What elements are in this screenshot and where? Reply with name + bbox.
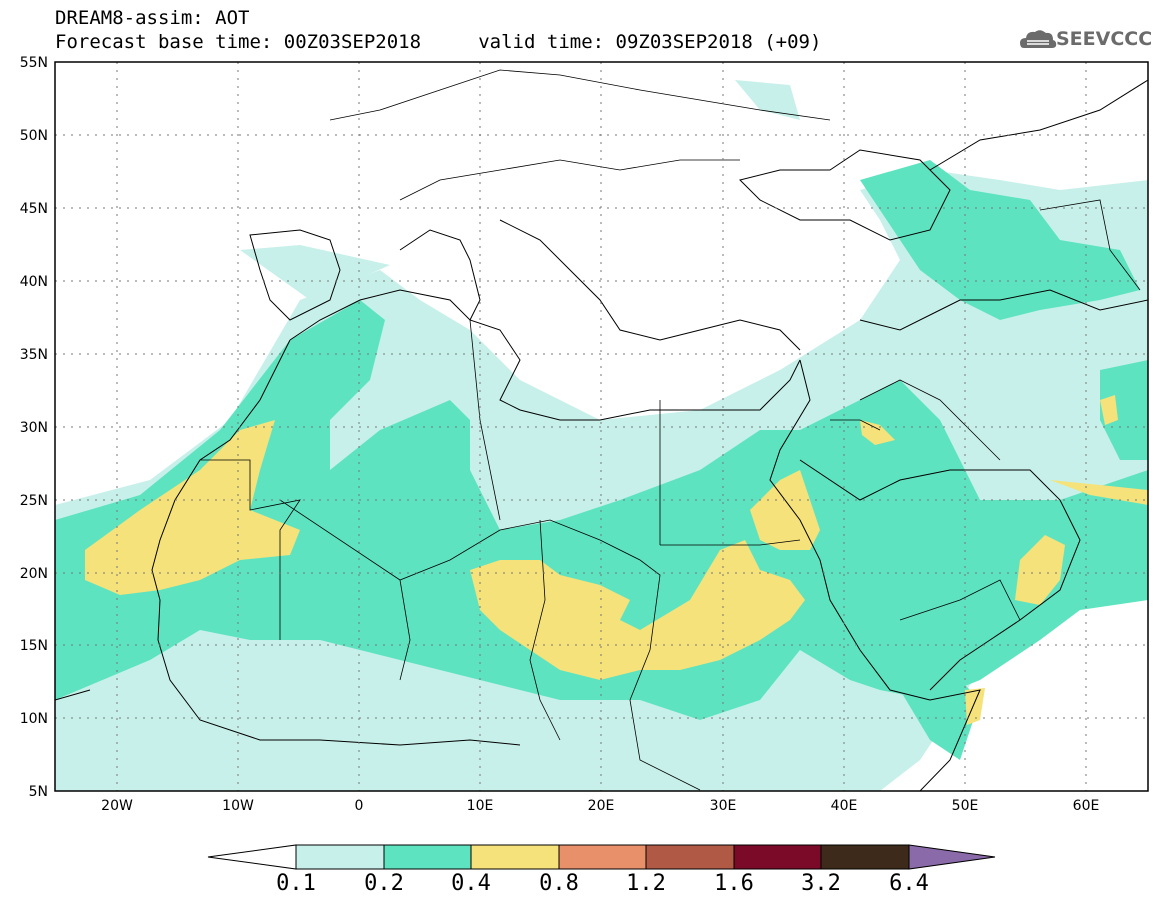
lat-label: 50N bbox=[20, 128, 48, 144]
lon-label: 20W bbox=[101, 798, 133, 814]
lat-label: 10N bbox=[20, 711, 48, 727]
colorbar-label: 6.4 bbox=[889, 871, 929, 896]
colorbar-swatch bbox=[383, 844, 472, 870]
colorbar-swatch bbox=[645, 844, 735, 870]
lon-label: 40E bbox=[831, 798, 858, 814]
lat-label: 30N bbox=[20, 420, 48, 436]
logo-text: SEEVCCC bbox=[1056, 28, 1153, 50]
colorbar-high-arrow bbox=[908, 844, 996, 870]
lon-label: 50E bbox=[952, 798, 979, 814]
colorbar bbox=[207, 844, 996, 870]
forecast-times: Forecast base time: 00Z03SEP2018 valid t… bbox=[55, 31, 822, 53]
lon-label: 10W bbox=[222, 798, 254, 814]
colorbar-swatch bbox=[733, 844, 822, 870]
colorbar-low-arrow bbox=[207, 844, 297, 870]
colorbar-label: 0.2 bbox=[364, 871, 404, 896]
graticule bbox=[55, 62, 1148, 791]
colorbar-swatch bbox=[820, 844, 910, 870]
latitude-axis: 55N 50N 45N 40N 35N 30N 25N 20N 15N 10N … bbox=[20, 55, 48, 800]
lat-label: 45N bbox=[20, 201, 48, 217]
lon-label: 60E bbox=[1073, 798, 1100, 814]
longitude-axis: 20W 10W 0 10E 20E 30E 40E 50E 60E bbox=[101, 798, 1099, 814]
colorbar-swatch bbox=[295, 844, 385, 870]
map-frame bbox=[54, 61, 1149, 792]
lon-label: 0 bbox=[355, 798, 364, 814]
lat-label: 55N bbox=[20, 55, 48, 71]
lon-label: 10E bbox=[467, 798, 494, 814]
map-title: DREAM8-assim: AOT bbox=[55, 7, 250, 29]
colorbar-label: 3.2 bbox=[801, 871, 841, 896]
lat-label: 40N bbox=[20, 274, 48, 290]
colorbar-label: 1.2 bbox=[626, 871, 666, 896]
colorbar-swatch bbox=[558, 844, 647, 870]
coastlines bbox=[55, 79, 1148, 791]
colorbar-label: 0.1 bbox=[276, 871, 316, 896]
lon-label: 20E bbox=[588, 798, 615, 814]
lat-label: 20N bbox=[20, 566, 48, 582]
colorbar-label: 1.6 bbox=[714, 871, 754, 896]
lon-label: 30E bbox=[710, 798, 737, 814]
lat-label: 25N bbox=[20, 493, 48, 509]
colorbar-label: 0.8 bbox=[539, 871, 579, 896]
colorbar-label: 0.4 bbox=[451, 871, 491, 896]
lat-label: 5N bbox=[29, 784, 48, 800]
cloud-logo-icon bbox=[1020, 30, 1057, 48]
colorbar-swatch bbox=[470, 844, 560, 870]
lat-label: 15N bbox=[20, 638, 48, 654]
lat-label: 35N bbox=[20, 347, 48, 363]
